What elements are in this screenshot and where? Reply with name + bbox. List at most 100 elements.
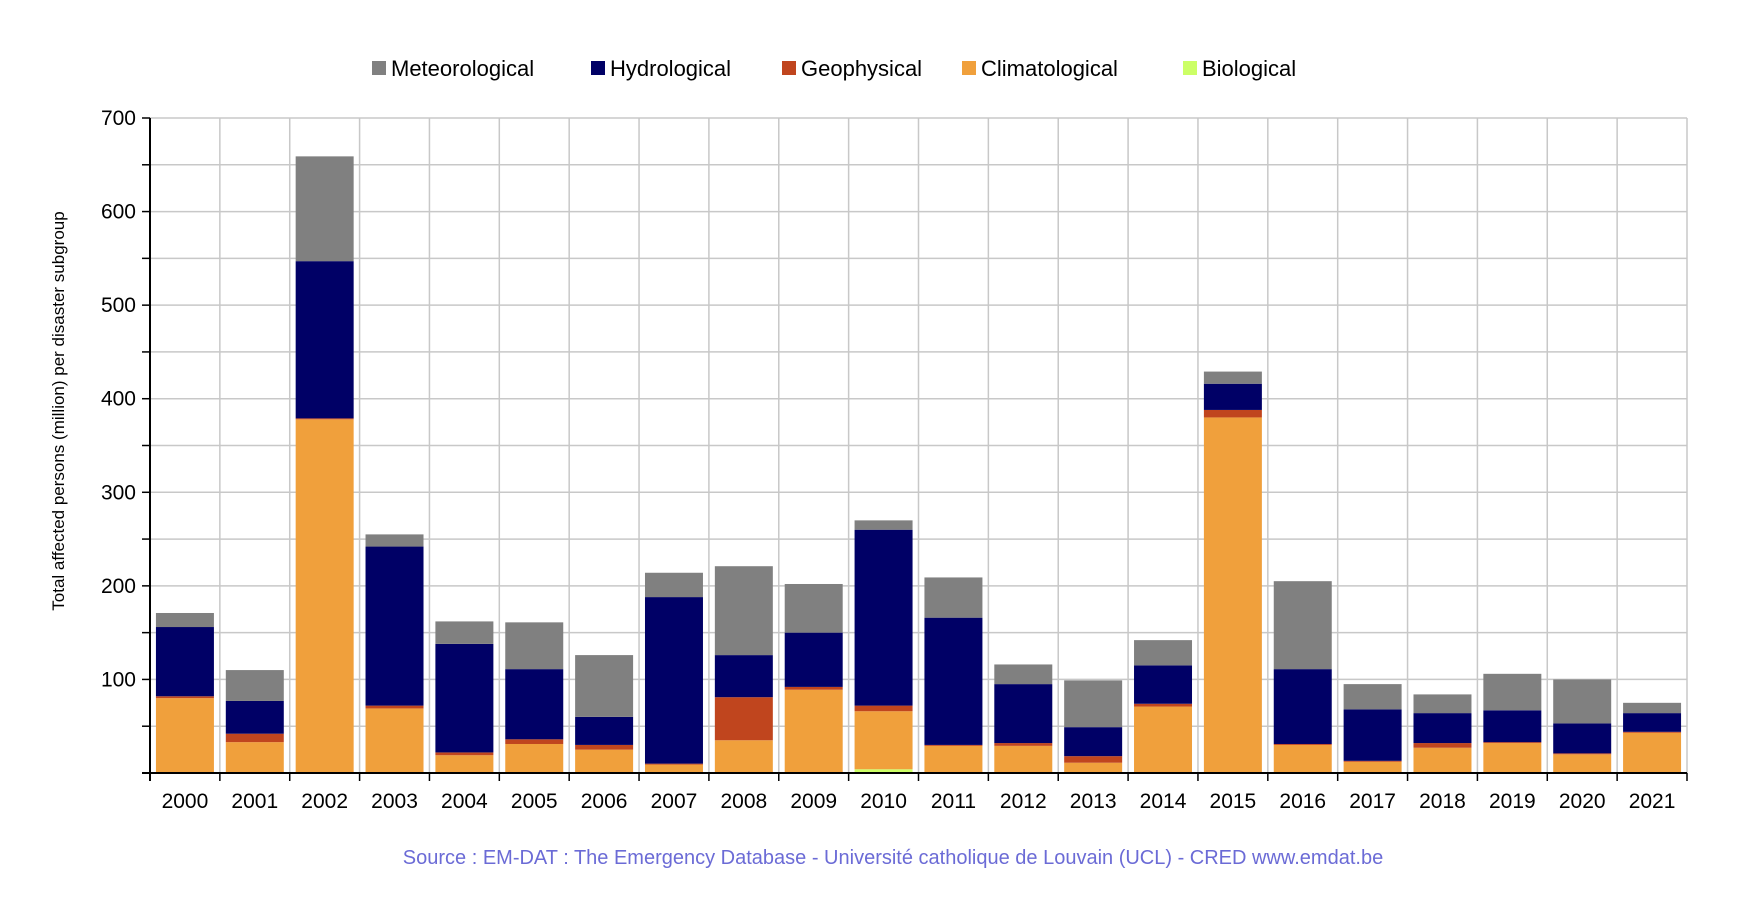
bar-geophysical-2011	[924, 744, 983, 746]
bar-meteorological-2003	[365, 534, 424, 547]
bar-geophysical-2010	[854, 705, 913, 712]
bar-geophysical-2004	[435, 752, 494, 756]
x-tick-label: 2008	[720, 790, 767, 813]
bar-meteorological-2001	[225, 670, 284, 701]
grid-lines	[149, 117, 1688, 773]
bar-meteorological-2016	[1273, 581, 1332, 670]
bar-meteorological-2021	[1623, 702, 1682, 714]
x-tick-label: 2006	[581, 790, 628, 813]
bar-hydrological-2013	[1064, 727, 1123, 757]
bar-hydrological-2020	[1553, 723, 1612, 754]
bar-meteorological-2012	[994, 664, 1053, 685]
legend-swatch-hydrological	[591, 61, 605, 75]
bar-geophysical-2017	[1343, 760, 1402, 762]
bar-geophysical-2002	[295, 418, 354, 420]
bar-meteorological-2019	[1483, 673, 1542, 711]
x-tick-label: 2013	[1070, 790, 1117, 813]
bar-climatological-2010	[854, 711, 913, 770]
bar-climatological-2011	[924, 745, 983, 773]
bar-geophysical-2012	[994, 743, 1053, 746]
x-tick-label: 2002	[301, 790, 348, 813]
bar-hydrological-2017	[1343, 709, 1402, 761]
bar-meteorological-2006	[575, 655, 634, 717]
bar-climatological-2016	[1273, 744, 1332, 773]
bar-geophysical-2008	[714, 697, 773, 741]
x-tick-label: 2010	[860, 790, 907, 813]
bar-hydrological-2001	[225, 700, 284, 734]
bar-geophysical-2009	[784, 686, 843, 690]
bar-climatological-2002	[295, 419, 354, 773]
bar-hydrological-2019	[1483, 710, 1542, 743]
bar-hydrological-2004	[435, 643, 494, 753]
x-tick-label: 2014	[1140, 790, 1187, 813]
bar-meteorological-2005	[505, 622, 564, 670]
bar-climatological-2020	[1553, 754, 1612, 773]
bar-climatological-2003	[365, 708, 424, 773]
y-tick-label: 300	[101, 481, 136, 504]
bar-geophysical-2006	[575, 744, 634, 750]
bar-climatological-2021	[1623, 732, 1682, 773]
bar-hydrological-2005	[505, 669, 564, 740]
bar-hydrological-2009	[784, 632, 843, 687]
bar-climatological-2005	[505, 743, 564, 773]
x-tick-label: 2003	[371, 790, 418, 813]
bar-hydrological-2008	[714, 655, 773, 698]
bar-meteorological-2007	[644, 572, 703, 598]
bar-climatological-2018	[1413, 747, 1472, 773]
bar-hydrological-2006	[575, 716, 634, 745]
bar-hydrological-2018	[1413, 713, 1472, 744]
legend-label-hydrological: Hydrological	[610, 56, 731, 81]
legend-label-biological: Biological	[1202, 56, 1296, 81]
x-tick-label: 2020	[1559, 790, 1606, 813]
bar-meteorological-2017	[1343, 684, 1402, 710]
x-tick-labels: 2000 2001 2002 2003 2004 2005 2006 2007 2008 2009…	[162, 790, 1676, 813]
bar-hydrological-2015	[1203, 383, 1262, 410]
bar-climatological-2015	[1203, 417, 1262, 773]
bar-climatological-2007	[644, 764, 703, 773]
bar-hydrological-2016	[1273, 669, 1332, 744]
bar-meteorological-2011	[924, 577, 983, 618]
legend-swatch-meteorological	[372, 61, 386, 75]
source-note: Source : EM-DAT : The Emergency Database…	[403, 847, 1383, 869]
bar-meteorological-2015	[1203, 371, 1262, 384]
legend: Meteorological Hydrological Geophysical Cli…	[372, 56, 1296, 81]
y-tick-labels: 100 200 300 400 500 600 700	[101, 107, 136, 691]
y-tick-label: 700	[101, 107, 136, 130]
bar-hydrological-2003	[365, 546, 424, 706]
legend-swatch-biological	[1183, 61, 1197, 75]
legend-swatch-climatological	[962, 61, 976, 75]
bar-hydrological-2002	[295, 261, 354, 419]
x-tick-label: 2016	[1279, 790, 1326, 813]
bar-hydrological-2007	[644, 597, 703, 764]
bar-meteorological-2000	[155, 612, 214, 628]
bar-climatological-2013	[1064, 762, 1123, 773]
bars	[155, 156, 1682, 773]
y-tick-label: 100	[101, 668, 136, 691]
bar-climatological-2017	[1343, 761, 1402, 773]
bar-hydrological-2014	[1134, 665, 1193, 704]
bar-hydrological-2012	[994, 684, 1053, 744]
y-tick-label: 400	[101, 388, 136, 411]
bar-meteorological-2013	[1064, 680, 1123, 728]
legend-swatch-geophysical	[782, 61, 796, 75]
x-tick-label: 2007	[651, 790, 698, 813]
bar-geophysical-2015	[1203, 409, 1262, 418]
legend-label-climatological: Climatological	[981, 56, 1118, 81]
bar-climatological-2014	[1134, 706, 1193, 773]
bar-hydrological-2000	[155, 627, 214, 697]
bar-climatological-2006	[575, 749, 634, 773]
x-tick-label: 2019	[1489, 790, 1536, 813]
bar-meteorological-2014	[1134, 640, 1193, 666]
x-tick-label: 2018	[1419, 790, 1466, 813]
bar-geophysical-2001	[225, 733, 284, 743]
bar-climatological-2004	[435, 755, 494, 773]
axes	[142, 117, 1688, 781]
y-tick-label: 600	[101, 201, 136, 224]
x-tick-label: 2001	[231, 790, 278, 813]
bar-climatological-2001	[225, 742, 284, 773]
bar-climatological-2012	[994, 745, 1053, 773]
y-tick-label: 500	[101, 294, 136, 317]
bar-biological-2010	[854, 769, 913, 773]
bar-climatological-2000	[155, 698, 214, 773]
